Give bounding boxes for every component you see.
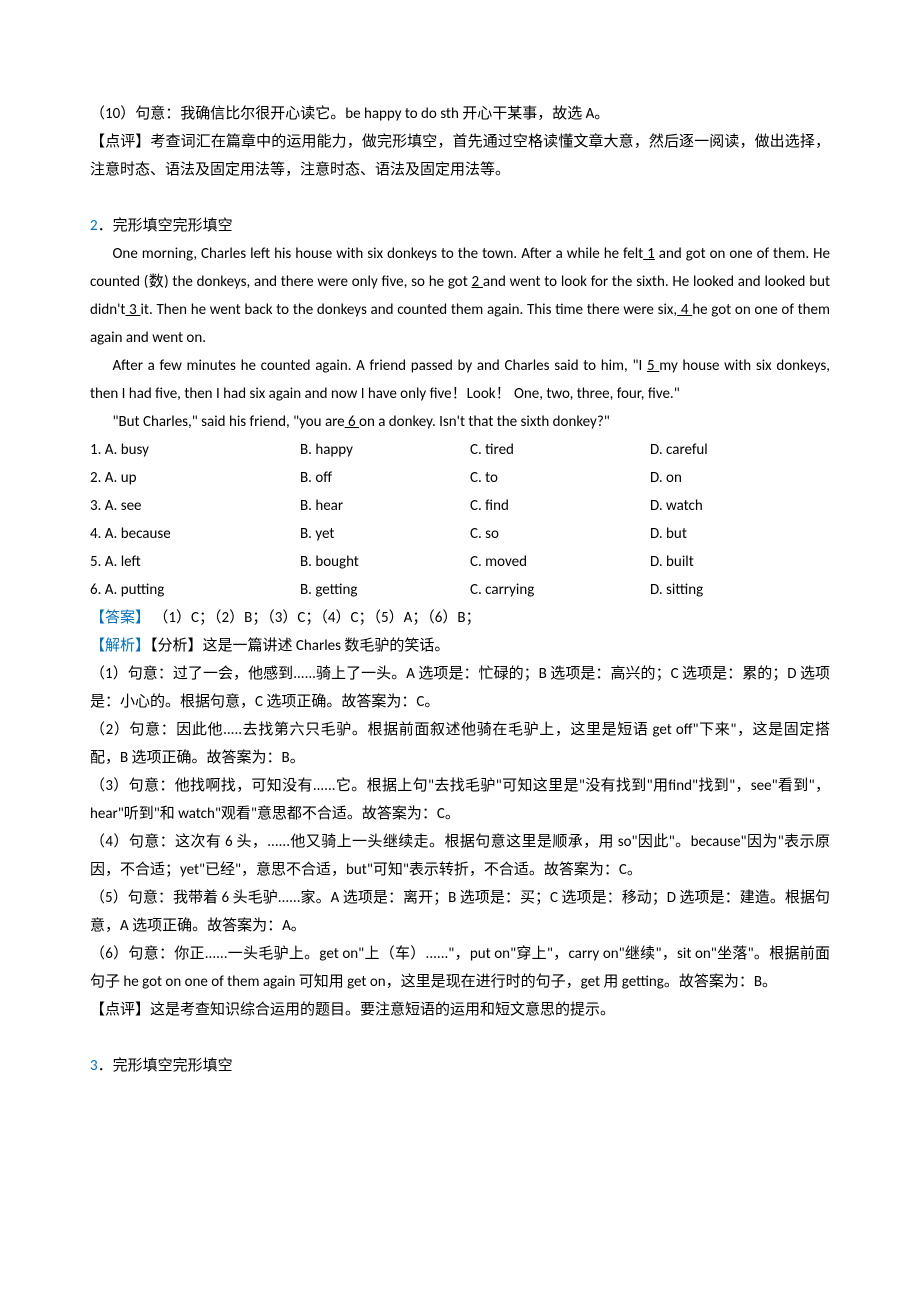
opt-c: C. carrying: [470, 576, 650, 604]
q2-analysis-3: （3）句意：他找啊找，可知没有......它。根据上句"去找毛驴"可知这里是"没…: [90, 772, 830, 828]
analysis-label: 【解析】: [90, 637, 150, 655]
q2-analysis-5: （5）句意：我带着 6 头毛驴......家。A 选项是：离开；B 选项是：买；…: [90, 884, 830, 940]
blank-6: 6: [345, 413, 359, 431]
prev-comment: 【点评】考查词汇在篇章中的运用能力，做完形填空，首先通过空格读懂文章大意，然后逐…: [90, 128, 830, 184]
q2-analysis-6: （6）句意：你正......一头毛驴上。get on"上（车）......"，p…: [90, 940, 830, 996]
text: "But Charles," said his friend, "you are: [113, 413, 345, 431]
q3-title-text: ．完形填空完形填空: [98, 1057, 233, 1075]
q3-title: 3．完形填空完形填空: [90, 1052, 830, 1080]
opt-b: B. hear: [300, 492, 470, 520]
opt-b: B. off: [300, 464, 470, 492]
opt-c: C. tired: [470, 436, 650, 464]
opt-b: B. happy: [300, 436, 470, 464]
text: it. Then he went back to the donkeys and…: [140, 301, 677, 319]
opt-c: C. find: [470, 492, 650, 520]
blank-2: 2: [472, 273, 483, 291]
q2-analysis-2: （2）句意：因此他.....去找第六只毛驴。根据前面叙述他骑在毛驴上，这里是短语…: [90, 716, 830, 772]
opt-c: C. to: [470, 464, 650, 492]
blank-5: 5: [647, 357, 659, 375]
gap: [90, 184, 830, 212]
analysis-intro: 【分析】这是一篇讲述 Charles 数毛驴的笑话。: [150, 637, 449, 655]
q2-analysis-4: （4）句意：这次有 6 头，......他又骑上一头继续走。根据句意这里是顺承，…: [90, 828, 830, 884]
q2-option-row-1: 1. A. busy B. happy C. tired D. careful: [90, 436, 830, 464]
opt-c: C. so: [470, 520, 650, 548]
q2-option-row-3: 3. A. see B. hear C. find D. watch: [90, 492, 830, 520]
opt-d: D. on: [650, 464, 830, 492]
opt-d: D. but: [650, 520, 830, 548]
opt-a: 3. A. see: [90, 492, 300, 520]
opt-d: D. watch: [650, 492, 830, 520]
opt-d: D. sitting: [650, 576, 830, 604]
q2-option-row-6: 6. A. putting B. getting C. carrying D. …: [90, 576, 830, 604]
opt-a: 1. A. busy: [90, 436, 300, 464]
opt-c: C. moved: [470, 548, 650, 576]
opt-a: 4. A. because: [90, 520, 300, 548]
opt-b: B. bought: [300, 548, 470, 576]
q2-passage-p1: One morning, Charles left his house with…: [90, 240, 830, 352]
q2-comment: 【点评】这是考查知识综合运用的题目。要注意短语的运用和短文意思的提示。: [90, 996, 830, 1024]
q2-analysis-1: （1）句意：过了一会，他感到......骑上了一头。A 选项是：忙碌的；B 选项…: [90, 660, 830, 716]
q2-option-row-2: 2. A. up B. off C. to D. on: [90, 464, 830, 492]
q2-title-text: ．完形填空完形填空: [98, 217, 233, 235]
prev-item-10: （10）句意：我确信比尔很开心读它。be happy to do sth 开心干…: [90, 100, 830, 128]
q2-answer: 【答案】 （1）C；（2）B；（3）C；（4）C；（5）A；（6）B；: [90, 604, 830, 632]
blank-4: 4: [677, 301, 692, 319]
gap: [90, 1024, 830, 1052]
q2-option-row-4: 4. A. because B. yet C. so D. but: [90, 520, 830, 548]
blank-3: 3: [125, 301, 140, 319]
q2-passage-p2: After a few minutes he counted again. A …: [90, 352, 830, 408]
text: One morning, Charles left his house with…: [113, 245, 644, 263]
opt-d: D. careful: [650, 436, 830, 464]
q2-number: 2: [90, 217, 98, 235]
q2-title: 2．完形填空完形填空: [90, 212, 830, 240]
opt-a: 2. A. up: [90, 464, 300, 492]
opt-d: D. built: [650, 548, 830, 576]
text: on a donkey. Isn't that the sixth donkey…: [359, 413, 610, 431]
q2-option-row-5: 5. A. left B. bought C. moved D. built: [90, 548, 830, 576]
answer-text: （1）C；（2）B；（3）C；（4）C；（5）A；（6）B；: [150, 609, 481, 627]
opt-a: 5. A. left: [90, 548, 300, 576]
opt-b: B. getting: [300, 576, 470, 604]
q3-number: 3: [90, 1057, 98, 1075]
blank-1: 1: [643, 245, 655, 263]
text: After a few minutes he counted again. A …: [113, 357, 647, 375]
q2-analysis-head: 【解析】【分析】这是一篇讲述 Charles 数毛驴的笑话。: [90, 632, 830, 660]
answer-label: 【答案】: [90, 609, 150, 627]
opt-b: B. yet: [300, 520, 470, 548]
opt-a: 6. A. putting: [90, 576, 300, 604]
q2-passage-p3: "But Charles," said his friend, "you are…: [90, 408, 830, 436]
